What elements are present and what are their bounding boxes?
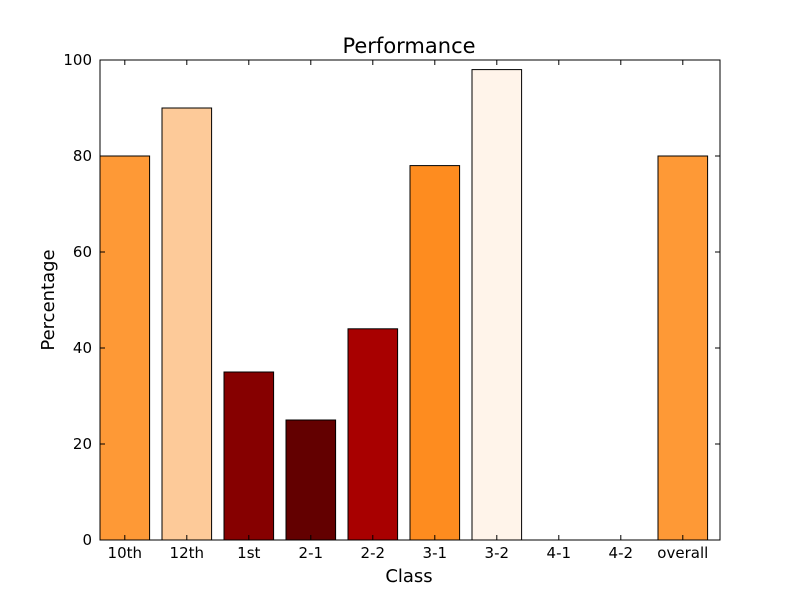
- bar-2-2: [347, 328, 399, 541]
- x-tick-label: 3-2: [485, 544, 510, 562]
- x-tick-label: 2-2: [361, 544, 386, 562]
- bar-10th: [99, 155, 151, 541]
- x-tick-label: 1st: [237, 544, 260, 562]
- y-tick-label: 20: [73, 435, 92, 453]
- x-tick-label: 10th: [108, 544, 142, 562]
- y-tick-label: 60: [73, 243, 92, 261]
- y-axis-label: Percentage: [38, 249, 59, 350]
- bar-12th: [161, 107, 213, 541]
- y-tick-label: 80: [73, 147, 92, 165]
- y-tick-label: 0: [82, 531, 92, 549]
- plot-frame: [99, 59, 721, 541]
- chart-title: Performance: [342, 34, 475, 58]
- x-tick-label: 4-2: [609, 544, 634, 562]
- y-tick-label: 100: [63, 51, 92, 69]
- bar-2-1: [285, 419, 337, 541]
- x-tick-label: 3-1: [423, 544, 448, 562]
- bar-3-2: [471, 69, 523, 541]
- x-axis: 10th 12th 1st 2-1 2-2 3-1 3-2 4-1 4-2 overall: [108, 60, 708, 562]
- x-tick-label: 4-1: [547, 544, 572, 562]
- bar-1st: [223, 371, 275, 541]
- x-axis-label: Class: [385, 566, 432, 587]
- x-tick-label: 2-1: [299, 544, 324, 562]
- x-tick-label: overall: [657, 544, 708, 562]
- bar-overall: [657, 155, 709, 541]
- bars-group: [99, 69, 709, 541]
- y-axis: 0 20 40 60 80 100: [63, 51, 720, 549]
- x-tick-label: 12th: [170, 544, 204, 562]
- bar-3-1: [409, 165, 461, 541]
- y-tick-label: 40: [73, 339, 92, 357]
